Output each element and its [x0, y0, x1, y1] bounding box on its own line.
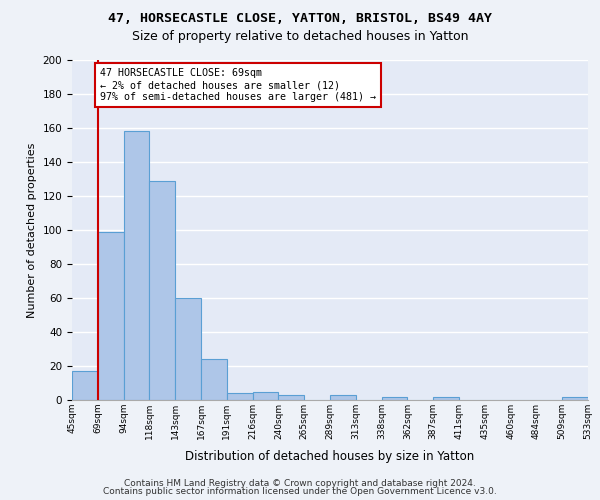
Text: Contains HM Land Registry data © Crown copyright and database right 2024.: Contains HM Land Registry data © Crown c…: [124, 478, 476, 488]
Bar: [124, 132, 149, 400]
Bar: [175, 298, 201, 400]
Text: Contains public sector information licensed under the Open Government Licence v3: Contains public sector information licen…: [103, 487, 497, 496]
Bar: [227, 393, 253, 400]
Bar: [201, 359, 227, 400]
Bar: [253, 392, 278, 400]
Bar: [72, 371, 98, 400]
Bar: [330, 395, 356, 400]
Bar: [382, 396, 407, 400]
Bar: [562, 396, 588, 400]
X-axis label: Distribution of detached houses by size in Yatton: Distribution of detached houses by size …: [185, 450, 475, 464]
Text: Size of property relative to detached houses in Yatton: Size of property relative to detached ho…: [132, 30, 468, 43]
Text: 47, HORSECASTLE CLOSE, YATTON, BRISTOL, BS49 4AY: 47, HORSECASTLE CLOSE, YATTON, BRISTOL, …: [108, 12, 492, 26]
Bar: [149, 180, 175, 400]
Text: 47 HORSECASTLE CLOSE: 69sqm
← 2% of detached houses are smaller (12)
97% of semi: 47 HORSECASTLE CLOSE: 69sqm ← 2% of deta…: [100, 68, 376, 102]
Bar: [433, 396, 459, 400]
Y-axis label: Number of detached properties: Number of detached properties: [27, 142, 37, 318]
Bar: [278, 395, 304, 400]
Bar: [98, 232, 124, 400]
